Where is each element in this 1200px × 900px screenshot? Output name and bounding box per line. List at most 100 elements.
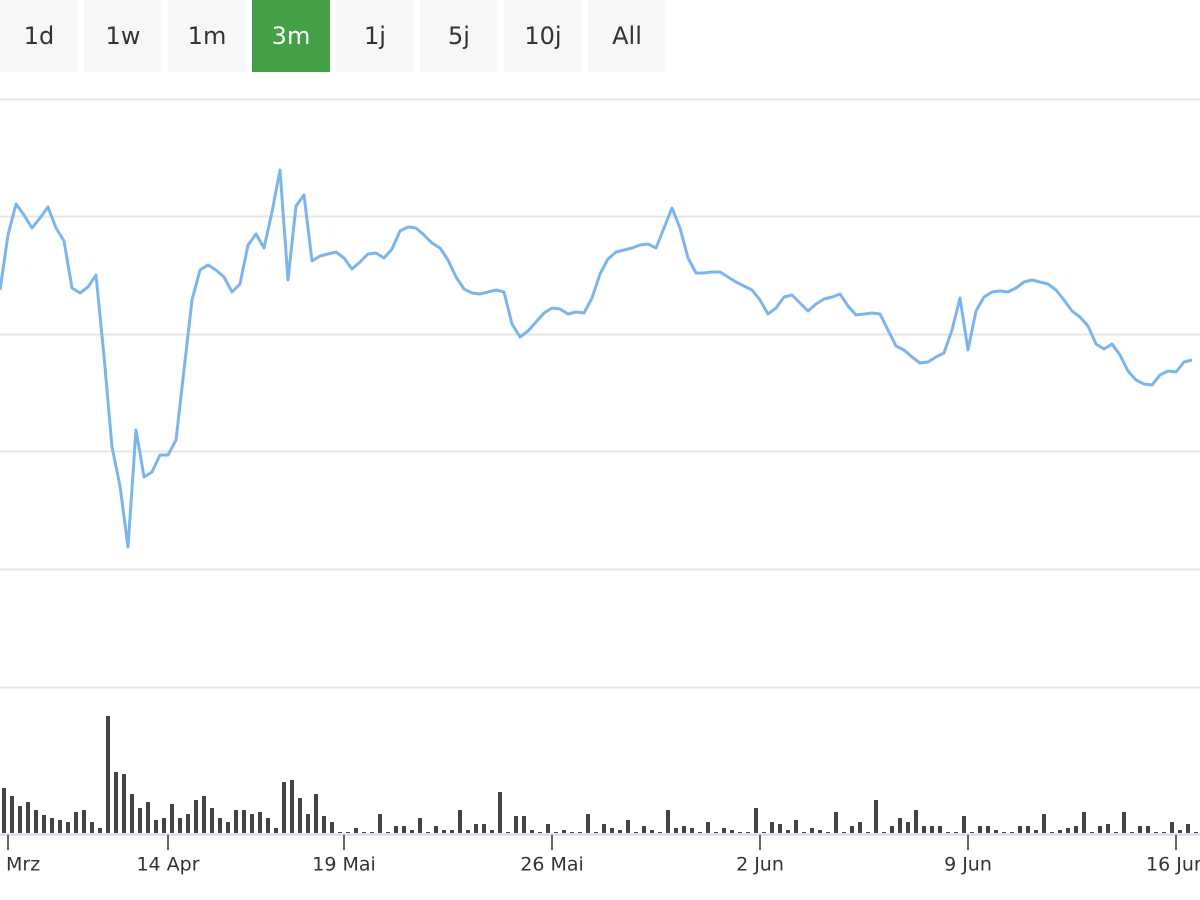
volume-bar bbox=[1058, 830, 1062, 833]
volume-bar bbox=[762, 832, 766, 833]
volume-bar bbox=[314, 794, 318, 833]
volume-bar bbox=[1194, 832, 1198, 833]
volume-bar bbox=[1186, 824, 1190, 833]
volume-bar bbox=[266, 818, 270, 833]
volume-bar bbox=[602, 824, 606, 833]
volume-bar bbox=[1138, 826, 1142, 833]
range-button[interactable]: 1d bbox=[0, 0, 78, 72]
volume-bar bbox=[170, 804, 174, 833]
volume-bar bbox=[922, 826, 926, 833]
range-button[interactable]: 3m bbox=[252, 0, 330, 72]
volume-bar bbox=[1018, 826, 1022, 833]
volume-bar bbox=[322, 816, 326, 833]
volume-bar bbox=[202, 796, 206, 833]
volume-bar bbox=[1162, 832, 1166, 833]
volume-bar bbox=[234, 810, 238, 833]
volume-bar bbox=[386, 832, 390, 833]
volume-bar bbox=[986, 826, 990, 833]
volume-bar bbox=[570, 832, 574, 833]
volume-bar bbox=[1010, 832, 1014, 833]
volume-bar bbox=[1066, 828, 1070, 833]
range-selector: 1d 1w 1m 3m 1j 5j 10j All bbox=[0, 0, 666, 72]
volume-bar bbox=[506, 832, 510, 833]
volume-bar bbox=[490, 830, 494, 833]
volume-bar bbox=[1082, 812, 1086, 833]
volume-bar bbox=[1146, 826, 1150, 833]
volume-bar bbox=[274, 828, 278, 833]
volume-bar bbox=[58, 820, 62, 833]
volume-bar bbox=[562, 830, 566, 833]
volume-bar bbox=[1026, 826, 1030, 833]
volume-bar bbox=[130, 794, 134, 833]
volume-bar bbox=[946, 832, 950, 833]
volume-bar bbox=[1090, 832, 1094, 833]
volume-bar bbox=[450, 830, 454, 833]
volume-bar bbox=[354, 828, 358, 833]
volume-bar bbox=[2, 788, 6, 833]
volume-bar bbox=[10, 796, 14, 833]
range-button[interactable]: All bbox=[588, 0, 666, 72]
volume-bar bbox=[618, 830, 622, 833]
range-button[interactable]: 10j bbox=[504, 0, 582, 72]
volume-bar bbox=[898, 818, 902, 833]
x-tick-label: 16 Jun bbox=[1146, 854, 1200, 876]
volume-bar bbox=[866, 832, 870, 833]
volume-bar bbox=[1106, 824, 1110, 833]
volume-bar bbox=[282, 782, 286, 833]
volume-bar bbox=[810, 828, 814, 833]
volume-bar bbox=[786, 830, 790, 833]
volume-bar bbox=[458, 810, 462, 833]
volume-bar bbox=[706, 822, 710, 833]
volume-bar bbox=[378, 814, 382, 833]
volume-bar bbox=[346, 832, 350, 833]
volume-bar bbox=[826, 832, 830, 833]
range-button[interactable]: 1w bbox=[84, 0, 162, 72]
volume-bar bbox=[42, 815, 46, 833]
range-button[interactable]: 1j bbox=[336, 0, 414, 72]
volume-bar bbox=[114, 772, 118, 833]
volume-bar bbox=[418, 818, 422, 833]
range-button[interactable]: 5j bbox=[420, 0, 498, 72]
volume-bar bbox=[666, 810, 670, 833]
volume-bar bbox=[578, 832, 582, 833]
volume-bar bbox=[242, 810, 246, 833]
volume-bar bbox=[914, 810, 918, 833]
volume-bar bbox=[138, 808, 142, 833]
volume-bar bbox=[90, 822, 94, 833]
volume-bar bbox=[34, 810, 38, 833]
volume-bar bbox=[642, 826, 646, 833]
volume-bar bbox=[842, 832, 846, 833]
volume-bar bbox=[426, 832, 430, 833]
volume-bar bbox=[938, 826, 942, 833]
volume-bar bbox=[818, 830, 822, 833]
volume-bar bbox=[850, 826, 854, 833]
volume-bar bbox=[74, 812, 78, 833]
volume-bar bbox=[658, 832, 662, 833]
volume-bar bbox=[530, 830, 534, 833]
x-tick-label: 19 Mai bbox=[312, 854, 376, 876]
volume-bar bbox=[1034, 830, 1038, 833]
volume-bar bbox=[538, 832, 542, 833]
volume-bar bbox=[434, 826, 438, 833]
volume-bar bbox=[122, 774, 126, 833]
volume-bar bbox=[522, 816, 526, 833]
volume-bar bbox=[906, 822, 910, 833]
volume-bar bbox=[1130, 832, 1134, 833]
volume-bar bbox=[690, 828, 694, 833]
volume-bar bbox=[1170, 822, 1174, 833]
x-tick-label: 14 Apr bbox=[136, 854, 199, 876]
volume-bar bbox=[730, 830, 734, 833]
volume-bar bbox=[218, 818, 222, 833]
price-line bbox=[0, 168, 1193, 549]
volume-bar bbox=[298, 798, 302, 833]
volume-bar bbox=[546, 824, 550, 833]
volume-bar bbox=[746, 832, 750, 833]
volume-bar bbox=[610, 828, 614, 833]
range-button[interactable]: 1m bbox=[168, 0, 246, 72]
x-tick-label: 9 Jun bbox=[944, 854, 992, 876]
volume-bar bbox=[874, 800, 878, 833]
volume-bar bbox=[498, 792, 502, 833]
volume-bar bbox=[650, 830, 654, 833]
volume-bar bbox=[682, 826, 686, 833]
